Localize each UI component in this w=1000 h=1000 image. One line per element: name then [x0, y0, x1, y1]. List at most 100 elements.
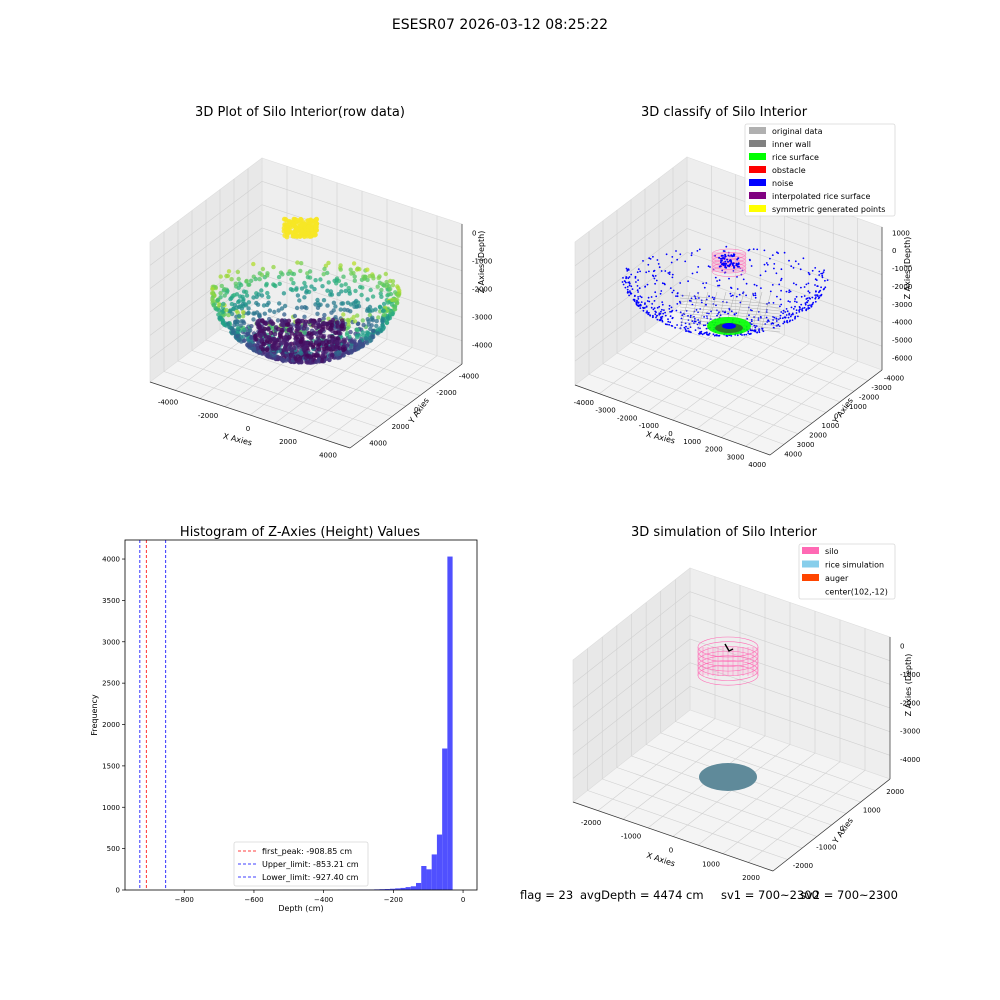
panel1-point — [380, 323, 385, 329]
panel2-noise-point — [702, 282, 704, 285]
panel2-obstacle-noise-point — [718, 256, 721, 259]
panel2-noise-point — [736, 288, 739, 290]
panel2-noise-point — [679, 311, 682, 314]
panel1-point — [276, 274, 282, 280]
panel2-noise-point — [718, 334, 721, 337]
panel2-legend-swatch — [749, 127, 766, 134]
panel2-noise-point — [780, 303, 783, 306]
panel2-noise-point — [760, 287, 762, 289]
panel2-noise-point — [809, 297, 811, 300]
panel1-point — [222, 293, 227, 298]
panel1-point — [370, 318, 376, 323]
panel1-point — [284, 342, 289, 347]
panel1-point — [245, 311, 251, 316]
panel2-x-tick-label: 2000 — [705, 446, 723, 454]
panel2-noise-point — [671, 291, 674, 294]
panel1-point — [279, 306, 285, 311]
panel2-cylinder-ring — [711, 259, 747, 270]
panel2-noise-point — [648, 257, 651, 260]
panel1-point — [302, 314, 307, 319]
panel2-grid — [574, 204, 883, 290]
panel4-y-axis-line — [772, 778, 891, 872]
panel1-point — [349, 271, 354, 276]
panel2-noise-point — [714, 276, 717, 279]
panel1-point — [329, 310, 334, 315]
panel3-bars — [337, 556, 453, 890]
panel1-point — [339, 289, 344, 294]
panel2-noise-point — [807, 299, 809, 302]
panel2-noise-point — [622, 283, 625, 286]
panel2-title: 3D classify of Silo Interior — [641, 105, 808, 120]
panel2-inner-wall-line — [679, 291, 691, 331]
panel1-point — [303, 355, 309, 360]
panel1-point — [295, 231, 301, 236]
panel2-obstacle-noise-point — [729, 259, 732, 262]
panel2-inner-wall-grid — [679, 291, 781, 333]
panel1-point — [222, 287, 227, 292]
panel2-cylinder-ring — [711, 248, 747, 260]
panel1-point — [290, 221, 296, 227]
panel1-point — [305, 224, 311, 230]
panel1-point — [314, 351, 319, 357]
panel1-point — [283, 319, 289, 324]
panel2-noise-point — [637, 291, 639, 293]
panel2-noise-point — [661, 301, 664, 303]
panel2-noise-point — [714, 254, 716, 257]
panel1-point — [347, 334, 352, 339]
panel1-point — [270, 343, 275, 349]
panel2-noise-point — [667, 320, 670, 323]
panel2-noise-point — [649, 258, 652, 260]
panel2-grid — [630, 342, 827, 413]
panel2-noise-point — [782, 322, 785, 325]
panel1-point — [379, 287, 384, 293]
panel1-point — [279, 357, 285, 362]
panel2-noise-point — [640, 301, 643, 303]
panel2-noise-point — [661, 308, 663, 311]
panel1-point — [231, 293, 237, 298]
panel4-grid — [616, 767, 817, 837]
panel2-noise-point — [647, 296, 650, 299]
panel2-y-tick-label: 1000 — [822, 422, 840, 430]
panel1-x-tick-label: 0 — [246, 425, 250, 433]
panel2-noise-point — [778, 283, 781, 286]
panel1-z-label: Z Axies (Depth) — [477, 231, 486, 294]
panel2-legend-swatch — [749, 166, 766, 173]
panel2-noise-point — [794, 260, 797, 263]
panel2-obstacle-noise-point — [733, 253, 736, 256]
panel2-noise-point — [814, 278, 817, 281]
panel1-point — [367, 338, 373, 344]
panel2-obstacle-noise-point — [719, 265, 722, 268]
panel3-bar — [416, 882, 422, 890]
panel1-point — [375, 327, 381, 333]
panel2-noise-point — [688, 331, 691, 333]
panel3-y-label: Frequency — [90, 694, 99, 736]
panel3-x-tick-label: 0 — [461, 896, 465, 904]
panel1-grid — [177, 360, 379, 428]
panel4-legend-swatch — [802, 547, 819, 554]
panel2-noise-point — [768, 302, 770, 304]
panel1-point — [310, 320, 316, 325]
panel3-y-tick-label: 1000 — [102, 804, 120, 812]
panel2-noise-point — [754, 296, 757, 299]
panel2-noise-point — [649, 314, 652, 317]
panel2-obstacle-noise-point — [724, 264, 727, 267]
panel2-noise-point — [794, 298, 796, 300]
panel1-point — [257, 313, 262, 318]
panel2-noise-point — [822, 271, 825, 273]
panel1-point — [260, 266, 266, 272]
panel4-legend-label: auger — [825, 574, 849, 583]
panel3-title: Histogram of Z-Axies (Height) Values — [180, 525, 420, 540]
panel1-point — [272, 336, 277, 342]
panel2-noise-point — [675, 309, 678, 312]
panel2-noise-point — [628, 281, 631, 283]
panel2-noise-point — [795, 295, 798, 298]
panel1-point — [268, 338, 274, 343]
panel2-inner-wall-line — [679, 309, 781, 321]
panel2-noise-point — [658, 305, 661, 308]
panel4-z-tick-label: -2000 — [900, 699, 920, 707]
panel2-obstacle-noise-point — [724, 253, 727, 256]
panel1-point — [326, 260, 331, 266]
panel3-bar — [389, 888, 396, 890]
panel2-noise-point — [728, 277, 730, 280]
panel2-noise-point — [646, 300, 649, 302]
